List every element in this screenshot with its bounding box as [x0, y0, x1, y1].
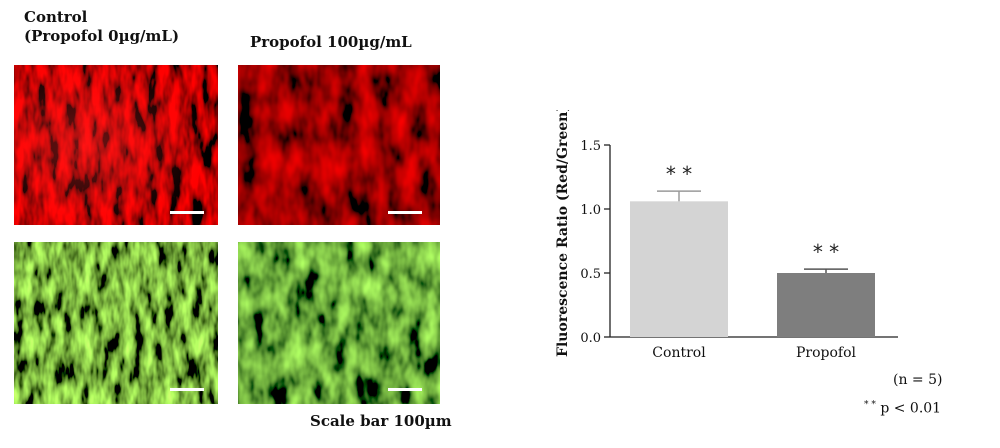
significance-note-text: p < 0.01 [880, 400, 942, 417]
y-tick-label: 1.5 [580, 139, 601, 154]
bar-propofol [777, 273, 875, 337]
micrograph-control-green [14, 242, 218, 404]
chart-bars: * * Control * * Propofol [630, 162, 875, 361]
label-propofol: Propofol 100µg/mL [250, 33, 412, 51]
significance-stars-propofol: * * [813, 240, 839, 264]
scale-bar-label: Scale bar 100µm [310, 412, 452, 430]
scale-bar [388, 211, 422, 214]
significance-note-stars: * * [864, 400, 876, 410]
y-tick-label: 0.0 [580, 331, 601, 346]
label-control-line2: (Propofol 0µg/mL) [24, 27, 180, 45]
label-control: Control (Propofol 0µg/mL) [24, 8, 179, 46]
x-tick-label-propofol: Propofol [796, 345, 857, 361]
micrograph-control-green-image [14, 242, 218, 404]
micrograph-control-red-image [14, 65, 218, 225]
y-axis-label: Fluorescence Ratio (Red/Green) [555, 110, 571, 357]
bar-control [630, 201, 728, 337]
micrograph-control-red [14, 65, 218, 225]
sample-size-note: (n = 5) [893, 372, 943, 388]
scale-bar [170, 388, 204, 391]
scale-bar [388, 388, 422, 391]
micrograph-propofol-green [238, 242, 440, 404]
micrograph-propofol-green-image [238, 242, 440, 404]
significance-note: * * p < 0.01 [864, 400, 941, 417]
bar-chart: 0.0 0.5 1.0 1.5 * * Control * * Propofol Fluor… [555, 110, 898, 361]
micrograph-propofol-red-image [238, 65, 440, 225]
scale-bar [170, 211, 204, 214]
label-control-line1: Control [24, 8, 88, 26]
micrograph-propofol-red [238, 65, 440, 225]
y-tick-label: 1.0 [580, 203, 601, 218]
x-tick-label-control: Control [652, 345, 706, 361]
significance-stars-control: * * [666, 162, 692, 186]
y-tick-label: 0.5 [580, 267, 601, 282]
